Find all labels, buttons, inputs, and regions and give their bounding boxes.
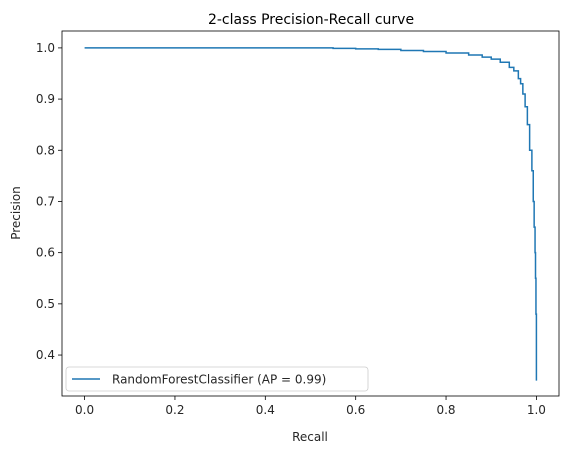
plot-area — [84, 47, 538, 381]
x-tick-label: 0.4 — [256, 403, 275, 417]
y-tick-label: 0.5 — [36, 297, 55, 311]
plot-frame — [61, 30, 560, 397]
legend: RandomForestClassifier (AP = 0.99) — [65, 366, 369, 392]
x-tick-label: 0.0 — [75, 403, 94, 417]
legend-box — [65, 366, 369, 392]
x-tick-label: 0.6 — [346, 403, 365, 417]
y-axis-label: Precision — [9, 186, 23, 240]
x-axis-label: Recall — [292, 430, 328, 444]
y-axis: 0.4 0.5 0.6 0.7 0.8 0.9 1.0 — [36, 41, 62, 362]
x-axis: 0.0 0.2 0.4 0.6 0.8 1.0 — [75, 396, 546, 417]
y-tick-label: 0.9 — [36, 92, 55, 106]
x-tick-label: 0.8 — [436, 403, 455, 417]
y-tick-label: 0.7 — [36, 194, 55, 208]
x-tick-label: 0.2 — [165, 403, 184, 417]
legend-label: RandomForestClassifier (AP = 0.99) — [112, 373, 326, 387]
y-tick-label: 0.6 — [36, 246, 55, 260]
pr-curve-line — [84, 47, 538, 381]
y-tick-label: 0.8 — [36, 143, 55, 157]
y-tick-label: 1.0 — [36, 41, 55, 55]
x-tick-label: 1.0 — [527, 403, 546, 417]
y-tick-label: 0.4 — [36, 348, 55, 362]
chart-title: 2-class Precision-Recall curve — [208, 12, 414, 28]
